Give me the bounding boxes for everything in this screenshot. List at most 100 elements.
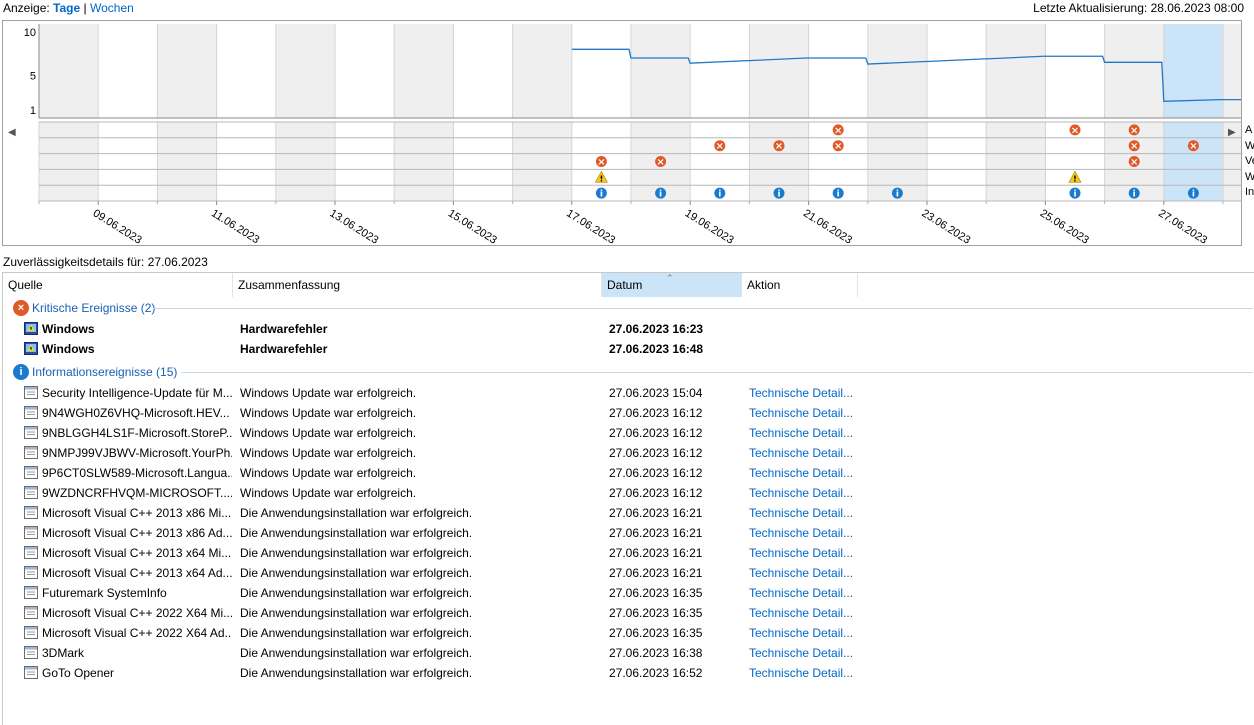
table-row[interactable]: 3DMark Die Anwendungsinstallation war erf… xyxy=(3,643,1254,663)
cell-summary: Windows Update war erfolgreich. xyxy=(240,426,417,440)
day-column xyxy=(157,24,217,118)
view-weeks-link[interactable]: Wochen xyxy=(89,1,134,15)
windows-warning-icon xyxy=(24,322,38,335)
table-row[interactable]: 9NBLGGH4LS1F-Microsoft.StoreP... Windows … xyxy=(3,423,1254,443)
cell-source: Microsoft Visual C++ 2013 x86 Ad... xyxy=(42,526,232,540)
technical-details-link[interactable]: Technische Detail... xyxy=(749,426,854,440)
cell-date: 27.06.2023 16:12 xyxy=(609,426,703,440)
cell-date: 27.06.2023 16:12 xyxy=(609,406,703,420)
critical-error-glyph: × xyxy=(1189,141,1197,152)
day-column xyxy=(512,24,572,118)
critical-error-glyph: × xyxy=(716,141,724,152)
technical-details-link[interactable]: Technische Detail... xyxy=(749,386,854,400)
group-divider xyxy=(153,308,1253,309)
y-tick-label: 10 xyxy=(24,27,36,39)
reliability-chart-svg[interactable]: 1051××××××××××××××!!iiiiiiiiii09.06.2023… xyxy=(3,21,1241,245)
technical-details-link[interactable]: Technische Detail... xyxy=(749,466,854,480)
row-label: In xyxy=(1245,186,1254,198)
cell-source: Microsoft Visual C++ 2022 X64 Ad... xyxy=(42,626,232,640)
cell-source: Microsoft Visual C++ 2013 x86 Mi... xyxy=(42,506,232,520)
table-row[interactable]: Microsoft Visual C++ 2013 x64 Ad... Die A… xyxy=(3,563,1254,583)
table-row[interactable]: 9NMPJ99VJBWV-Microsoft.YourPh... Windows … xyxy=(3,443,1254,463)
cell-source: 9WZDNCRFHVQM-MICROSOFT.... xyxy=(42,486,232,500)
info-glyph: i xyxy=(1133,190,1136,200)
reliability-chart[interactable]: 1051××××××××××××××!!iiiiiiiiii09.06.2023… xyxy=(2,20,1242,246)
y-tick-label: 1 xyxy=(30,105,36,117)
table-row[interactable]: 9WZDNCRFHVQM-MICROSOFT.... Windows Update… xyxy=(3,483,1254,503)
technical-details-link[interactable]: Technische Detail... xyxy=(749,566,854,580)
day-event-column xyxy=(394,122,454,201)
cell-summary: Die Anwendungsinstallation war erfolgrei… xyxy=(240,506,473,520)
critical-error-icon xyxy=(1187,140,1199,152)
application-icon xyxy=(24,466,38,479)
scroll-left-arrow-icon[interactable]: ◀ xyxy=(8,127,16,138)
table-row[interactable]: Microsoft Visual C++ 2022 X64 Ad... Die A… xyxy=(3,623,1254,643)
info-glyph: i xyxy=(1073,190,1076,200)
windows-warning-icon xyxy=(24,342,38,355)
application-icon xyxy=(24,646,38,659)
technical-details-link[interactable]: Technische Detail... xyxy=(749,506,854,520)
technical-details-link[interactable]: Technische Detail... xyxy=(749,546,854,560)
table-row[interactable]: 9P6CT0SLW589-Microsoft.Langua... Windows … xyxy=(3,463,1254,483)
scroll-right-arrow-icon[interactable]: ▶ xyxy=(1228,127,1236,138)
row-label: W xyxy=(1245,139,1254,152)
info-glyph: i xyxy=(659,190,662,200)
date-label: 21.06.2023 xyxy=(801,207,854,245)
day-column xyxy=(808,24,868,118)
warning-glyph: ! xyxy=(1073,174,1077,183)
technical-details-link[interactable]: Technische Detail... xyxy=(749,526,854,540)
cell-date: 27.06.2023 16:35 xyxy=(609,626,703,640)
table-row[interactable]: Windows Hardwarefehler 27.06.2023 16:23 xyxy=(3,319,1254,339)
date-label: 17.06.2023 xyxy=(564,207,617,245)
day-event-column xyxy=(927,122,987,201)
critical-error-glyph: × xyxy=(834,125,842,136)
cell-summary: Die Anwendungsinstallation war erfolgrei… xyxy=(240,626,473,640)
cell-summary: Hardwarefehler xyxy=(240,322,328,336)
view-switch: Anzeige: Tage | Wochen xyxy=(3,1,134,15)
info-glyph: i xyxy=(600,190,603,200)
events-table: Quelle Zusammenfassung Datum ⌃ Aktion × K… xyxy=(2,272,1254,725)
cell-source: Security Intelligence-Update für M... xyxy=(42,386,232,400)
column-header-date[interactable]: Datum ⌃ xyxy=(602,273,742,297)
column-header-action[interactable]: Aktion xyxy=(742,273,858,297)
technical-details-link[interactable]: Technische Detail... xyxy=(749,646,854,660)
technical-details-link[interactable]: Technische Detail... xyxy=(749,666,854,680)
date-label: 27.06.2023 xyxy=(1156,207,1209,245)
info-glyph: i xyxy=(837,190,840,200)
group-info-events[interactable]: i Informationsereignisse (15) xyxy=(3,362,1254,382)
info-glyph: i xyxy=(896,190,899,200)
technical-details-link[interactable]: Technische Detail... xyxy=(749,446,854,460)
cell-summary: Windows Update war erfolgreich. xyxy=(240,486,417,500)
technical-details-link[interactable]: Technische Detail... xyxy=(749,606,854,620)
cell-date: 27.06.2023 16:21 xyxy=(609,506,703,520)
group-critical-events[interactable]: × Kritische Ereignisse (2) xyxy=(3,298,1254,318)
day-column xyxy=(1045,24,1105,118)
cell-source: Microsoft Visual C++ 2022 X64 Mi... xyxy=(42,606,232,620)
technical-details-link[interactable]: Technische Detail... xyxy=(749,626,854,640)
table-row[interactable]: Windows Hardwarefehler 27.06.2023 16:48 xyxy=(3,339,1254,359)
table-row[interactable]: Security Intelligence-Update für M... Win… xyxy=(3,383,1254,403)
cell-summary: Windows Update war erfolgreich. xyxy=(240,406,417,420)
table-row[interactable]: GoTo Opener Die Anwendungsinstallation wa… xyxy=(3,663,1254,683)
table-row[interactable]: Microsoft Visual C++ 2013 x64 Mi... Die A… xyxy=(3,543,1254,563)
critical-error-icon xyxy=(1128,156,1140,167)
table-row[interactable]: Microsoft Visual C++ 2022 X64 Mi... Die A… xyxy=(3,603,1254,623)
day-event-column xyxy=(216,122,276,201)
day-column xyxy=(571,24,631,118)
technical-details-link[interactable]: Technische Detail... xyxy=(749,586,854,600)
technical-details-link[interactable]: Technische Detail... xyxy=(749,406,854,420)
technical-details-link[interactable]: Technische Detail... xyxy=(749,486,854,500)
column-header-source[interactable]: Quelle xyxy=(3,273,233,297)
info-icon xyxy=(773,187,785,199)
table-row[interactable]: 9N4WGH0Z6VHQ-Microsoft.HEV... Windows Upd… xyxy=(3,403,1254,423)
cell-source: 9P6CT0SLW589-Microsoft.Langua... xyxy=(42,466,232,480)
view-days-link[interactable]: Tage xyxy=(53,1,81,15)
table-row[interactable]: Microsoft Visual C++ 2013 x86 Mi... Die A… xyxy=(3,503,1254,523)
table-row[interactable]: Microsoft Visual C++ 2013 x86 Ad... Die A… xyxy=(3,523,1254,543)
cell-source: Futuremark SystemInfo xyxy=(42,586,167,600)
table-row[interactable]: Futuremark SystemInfo Die Anwendungsinsta… xyxy=(3,583,1254,603)
day-column xyxy=(335,24,395,118)
cell-date: 27.06.2023 16:48 xyxy=(609,342,704,356)
date-label: 11.06.2023 xyxy=(209,207,261,245)
column-header-summary[interactable]: Zusammenfassung xyxy=(233,273,602,297)
